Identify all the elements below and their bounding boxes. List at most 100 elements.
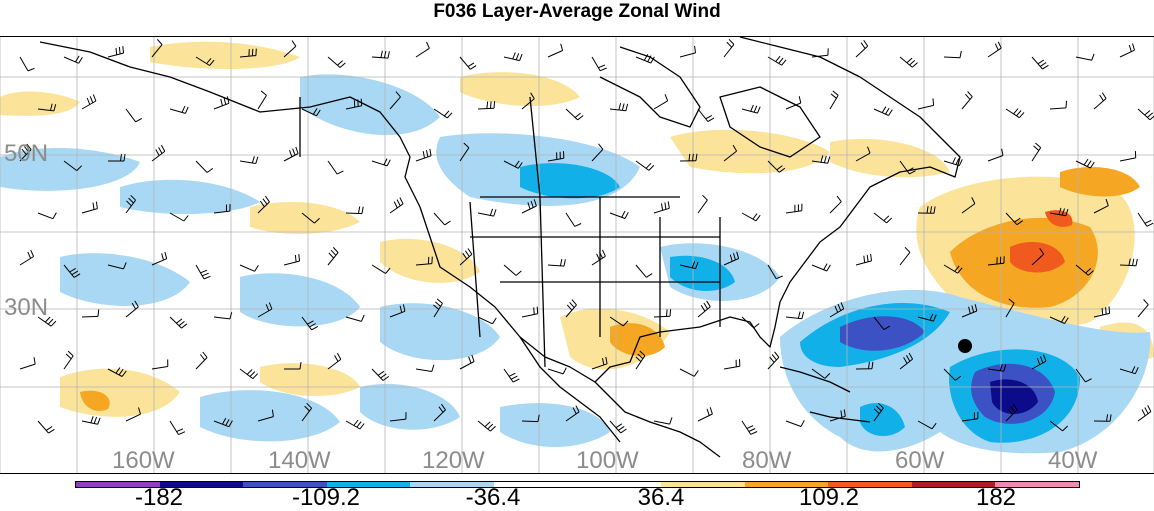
wind-barb [301, 316, 319, 331]
wind-barb-flag [824, 373, 831, 379]
wind-barb [81, 309, 100, 318]
wind-barb-flag [246, 369, 253, 375]
wind-barb-flag [1085, 378, 1092, 383]
wind-barb-staff [767, 160, 780, 173]
wind-barb-flag [134, 300, 139, 308]
color-scale-bar [75, 481, 1080, 488]
wind-barb [829, 409, 846, 422]
wind-barb-flag [750, 104, 754, 112]
wind-barb-staff [635, 355, 646, 370]
wind-barb-flag [1146, 112, 1154, 118]
wind-barb-flag [1144, 219, 1152, 224]
wind-barb-staff [195, 56, 210, 66]
wind-barb [1049, 100, 1067, 110]
wind-barb-flag [1108, 306, 1111, 314]
wind-barb [723, 359, 741, 370]
wind-barb [415, 41, 430, 58]
wind-barb-flag [360, 98, 363, 106]
wind-barb [125, 407, 141, 422]
wind-barb-staff [653, 207, 670, 214]
wind-barb-staff [1049, 420, 1063, 432]
wind-barb-staff [257, 201, 270, 214]
wind-barb [547, 258, 566, 267]
wind-barb-flag [691, 261, 696, 268]
wind-barb-staff [653, 100, 668, 110]
wind-barb-staff [943, 56, 961, 59]
wind-barb-flag [294, 254, 297, 263]
wind-barb-flag [307, 320, 314, 325]
wind-barb-flag [158, 147, 163, 154]
wind-barb [917, 420, 937, 430]
wind-barb-staff [565, 108, 579, 121]
colorbar-label: 109.2 [798, 484, 860, 511]
wind-barb-flag [1058, 207, 1062, 215]
wind-barb-flag [1039, 248, 1045, 255]
wind-barb [1075, 53, 1095, 61]
wind-barb [37, 212, 57, 220]
wind-barb [81, 201, 98, 214]
wind-barb [521, 306, 539, 318]
wind-barb-staff [63, 355, 74, 370]
wind-barb [653, 201, 670, 214]
wind-barb [829, 302, 845, 318]
wind-barb-staff [239, 368, 254, 380]
wind-barb-flag [1008, 298, 1015, 304]
wind-barb-flag [575, 405, 580, 413]
wind-barb-flag [184, 106, 189, 114]
wind-shading-region [840, 316, 925, 351]
wind-barb-flag [200, 269, 208, 274]
wind-barb-flag [311, 325, 319, 331]
wind-barb-flag [206, 57, 212, 64]
wind-barb [785, 96, 802, 110]
colorbar-label: -109.2 [291, 484, 361, 511]
wind-barb-staff [723, 258, 739, 266]
wind-barb-flag [44, 316, 51, 323]
wind-barb-flag [519, 53, 523, 61]
wind-barb-staff [811, 54, 828, 58]
wind-barb-flag [530, 200, 534, 208]
wind-barb-staff [917, 316, 934, 322]
wind-barb-staff [389, 203, 404, 214]
wind-barb [81, 416, 101, 425]
wind-barb [284, 362, 302, 370]
wind-barb-flag [706, 300, 711, 307]
wind-barb-flag [486, 101, 489, 109]
wind-barb-flag [468, 356, 472, 364]
wind-barb-flag [393, 201, 398, 209]
coastline-path [539, 196, 546, 368]
wind-barb-flag [339, 62, 346, 68]
wind-barb-flag [334, 355, 339, 362]
wind-barb-flag [1091, 53, 1095, 61]
wind-barb [1005, 108, 1025, 119]
wind-barb-flag [328, 252, 334, 259]
wind-barb-staff [503, 160, 519, 169]
wind-barb-staff [503, 56, 520, 62]
wind-barb-flag [360, 314, 365, 322]
wind-shading-region [150, 41, 300, 69]
wind-barb-flag [621, 210, 626, 218]
wind-barb-flag [1143, 299, 1149, 306]
wind-barb [415, 148, 432, 162]
wind-barb [1119, 150, 1137, 162]
wind-barb-flag [337, 60, 344, 66]
wind-barb [345, 419, 365, 430]
wind-barb-flag [225, 419, 230, 426]
wind-barb-staff [415, 47, 430, 58]
wind-barb-flag [515, 270, 522, 276]
wind-barb-flag [45, 426, 53, 431]
wind-barb-flag [700, 305, 706, 312]
wind-barb-staff [169, 212, 185, 222]
wind-barb-flag [471, 354, 475, 362]
wind-barb-staff [1005, 409, 1018, 422]
wind-barb [785, 203, 803, 214]
colorbar-segment [410, 482, 494, 487]
wind-barb-flag [624, 212, 629, 219]
wind-barb [987, 148, 1004, 162]
wind-barb [1137, 212, 1154, 227]
wind-barb-flag [395, 91, 401, 98]
wind-barb-staff [169, 420, 179, 435]
wind-barb-flag [1013, 108, 1019, 115]
wind-barb-flag [1146, 222, 1154, 227]
wind-barb-staff [829, 201, 842, 214]
wind-barb-flag [298, 254, 300, 262]
